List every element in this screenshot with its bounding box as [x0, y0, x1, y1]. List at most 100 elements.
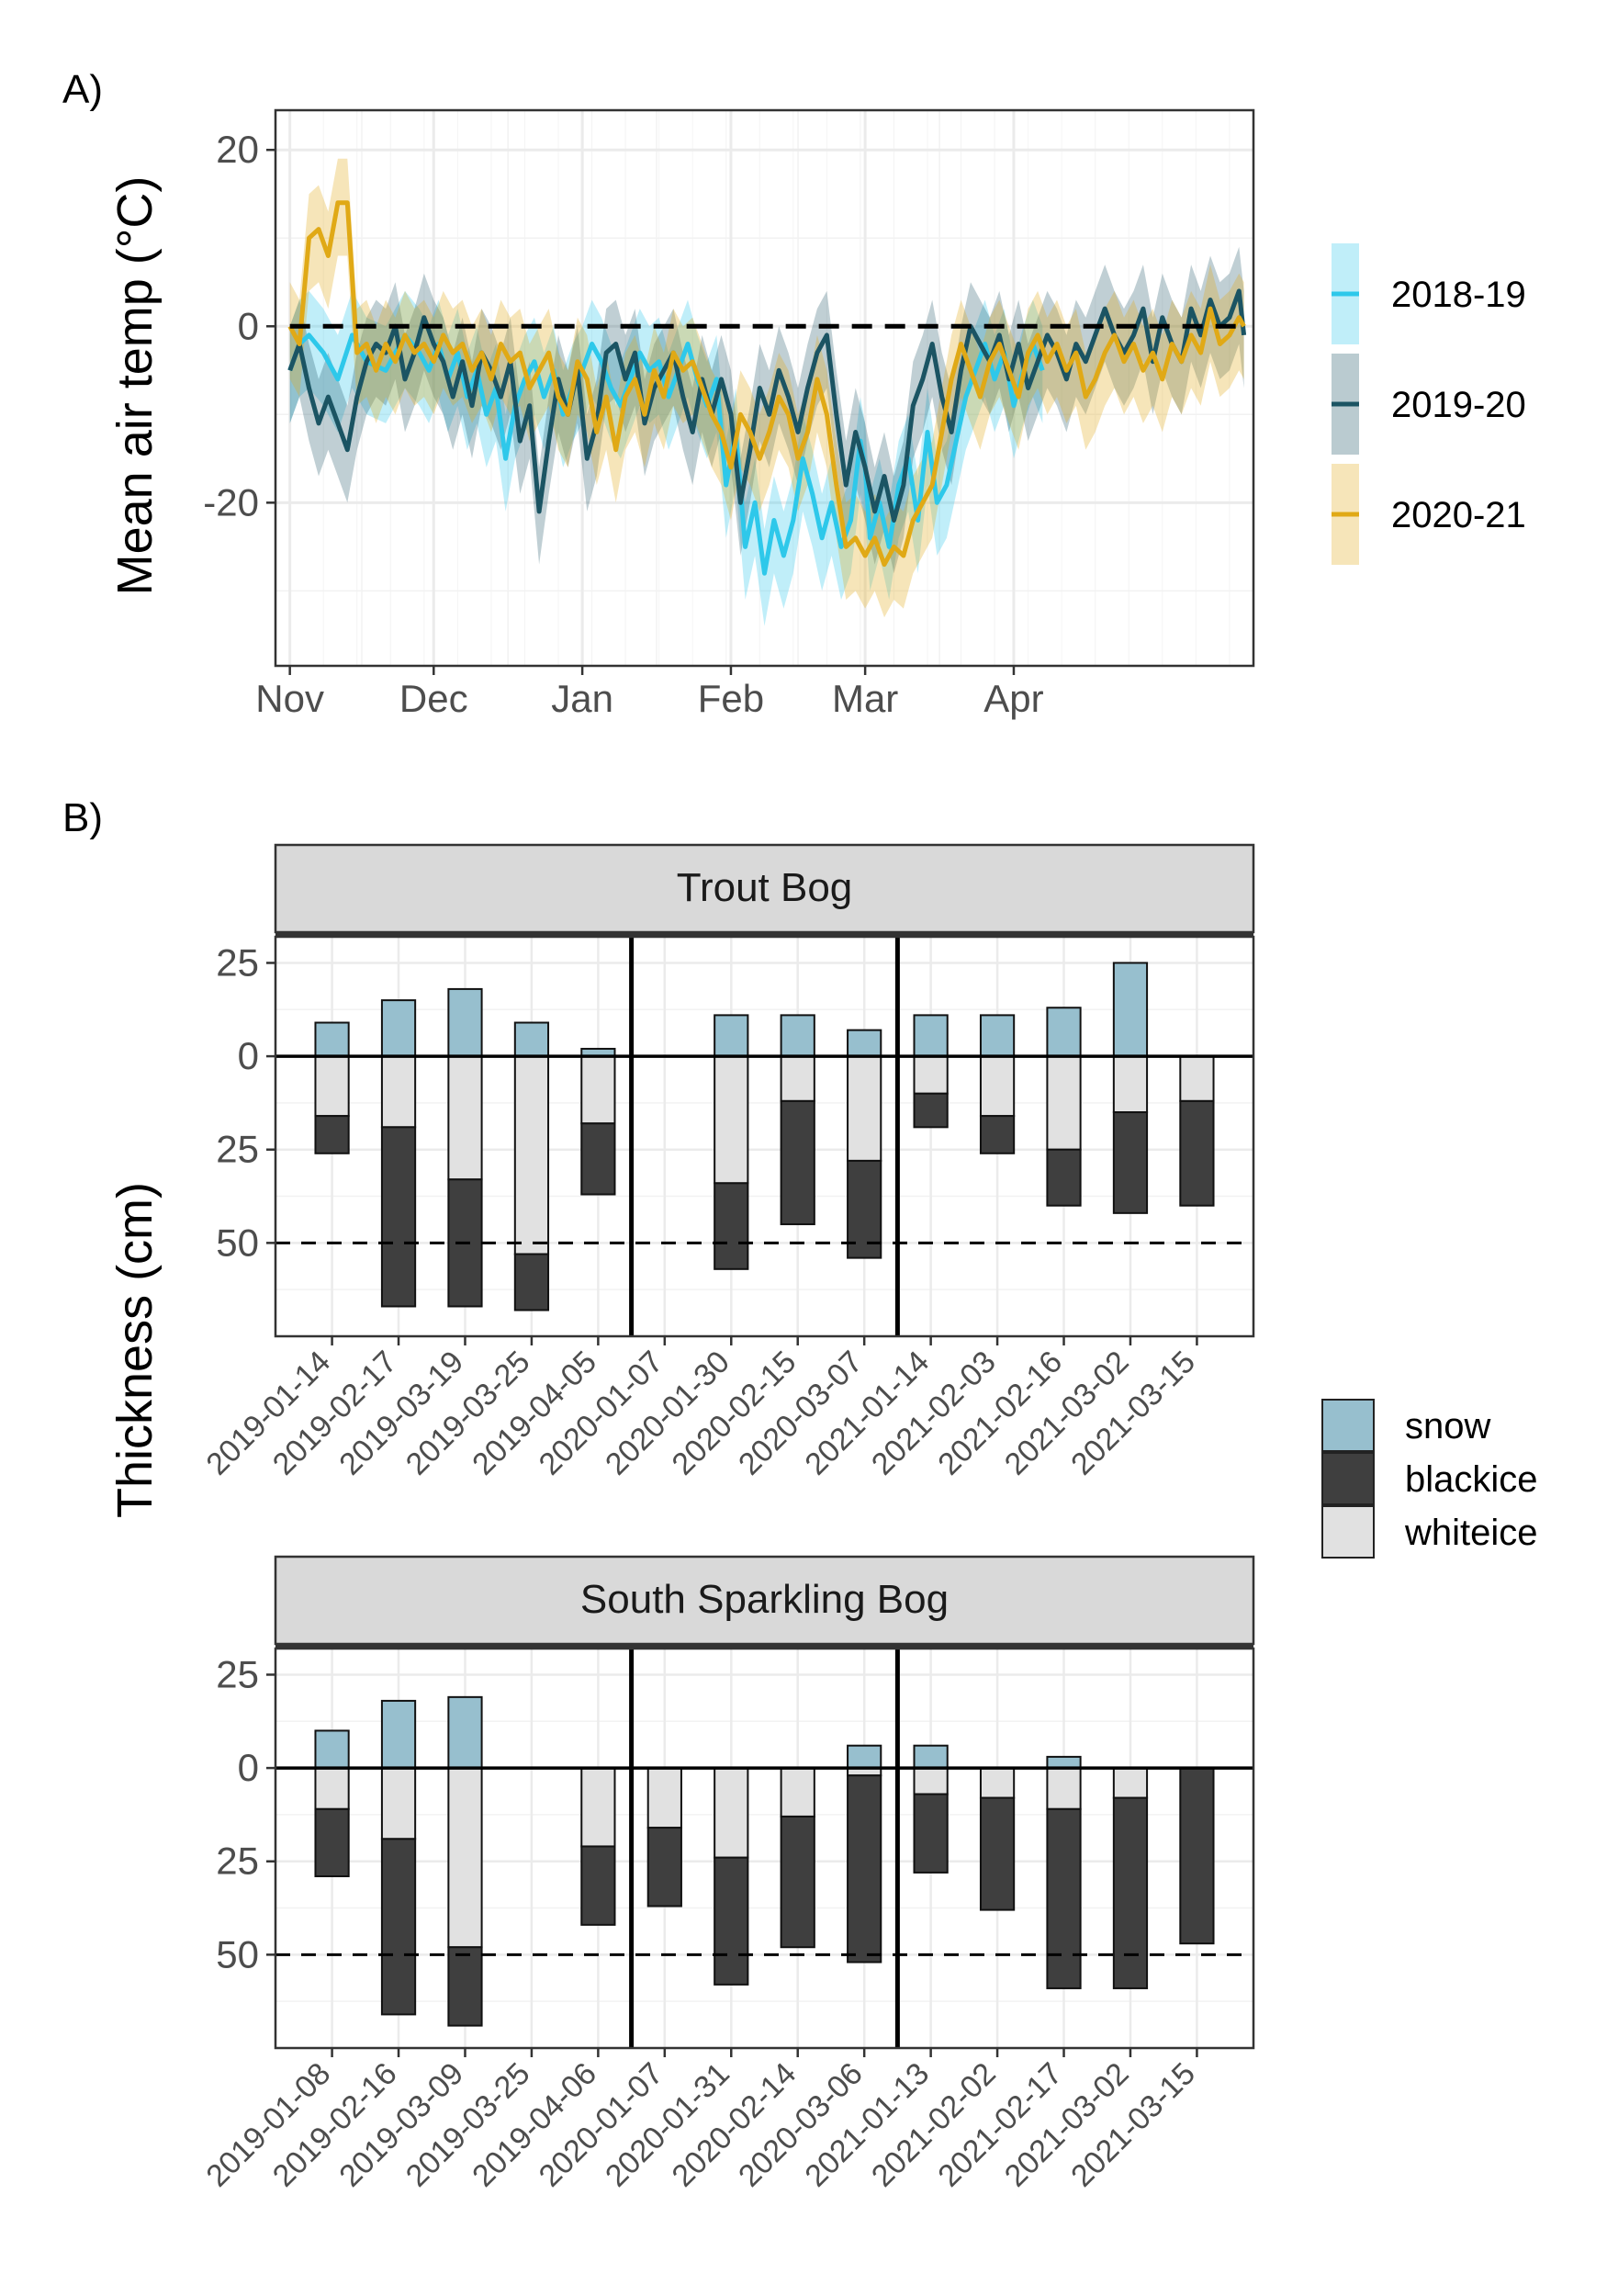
bar-blackice — [1179, 1099, 1215, 1207]
series-line-2020-21 — [287, 200, 1246, 568]
bar-snow — [447, 987, 483, 1058]
bar-blackice — [580, 1122, 616, 1196]
thickness-y-axis-title: Thickness (cm) — [107, 1182, 163, 1518]
bar-blackice — [714, 1856, 749, 1986]
y-tick-label: 0 — [238, 1034, 259, 1077]
y-tick-label: 50 — [216, 1221, 259, 1264]
plot-background — [275, 937, 1253, 1336]
bar-whiteice — [913, 1055, 949, 1095]
bar-whiteice — [979, 1767, 1016, 1799]
bar-snow — [380, 999, 417, 1058]
bar-snow — [380, 1699, 417, 1770]
bar-blackice — [780, 1815, 815, 1949]
bar-blackice — [913, 1793, 949, 1874]
facet-south-sparkling-bog: South Sparkling Bog25025502019-01-082019… — [199, 1555, 1255, 2194]
plot-border — [274, 935, 1255, 1338]
plot-border — [274, 108, 1255, 668]
bar-blackice — [513, 1253, 550, 1311]
bar-whiteice — [580, 1767, 616, 1848]
y-tick-label: 25 — [216, 940, 259, 984]
bar-whiteice — [780, 1055, 815, 1102]
bar-snow — [447, 1695, 483, 1770]
bar-blackice — [447, 1946, 483, 2027]
bar-snow — [314, 1729, 350, 1770]
y-tick-label: 25 — [216, 1840, 259, 1883]
bar-blackice — [1112, 1111, 1149, 1214]
bar-snow — [1046, 1007, 1082, 1058]
bar-whiteice — [447, 1055, 483, 1181]
bar-blackice — [913, 1092, 949, 1129]
bar-blackice — [1046, 1807, 1082, 1989]
facet-strip — [274, 1555, 1255, 1646]
bar-blackice — [1112, 1796, 1149, 1989]
legend-swatch-blackice — [1321, 1452, 1375, 1505]
bar-whiteice — [646, 1767, 682, 1829]
x-tick-label: Mar — [832, 677, 898, 720]
bar-whiteice — [847, 1055, 882, 1162]
bar-blackice — [714, 1182, 749, 1270]
bar-whiteice — [714, 1767, 749, 1859]
facet-title: Trout Bog — [677, 865, 853, 910]
legend-label: snow — [1405, 1406, 1490, 1446]
bar-whiteice — [714, 1055, 749, 1185]
bar-blackice — [380, 1838, 417, 2016]
bar-snow — [979, 1014, 1016, 1058]
bar-blackice — [646, 1827, 682, 1908]
bar-whiteice — [380, 1767, 417, 1840]
bar-whiteice — [1046, 1767, 1082, 1810]
bar-snow — [513, 1021, 550, 1058]
y-tick-label: -20 — [203, 480, 259, 523]
bar-blackice — [580, 1845, 616, 1926]
bar-blackice — [1046, 1148, 1082, 1207]
bar-snow — [913, 1014, 949, 1058]
ice-legend: snow blackice whiteice — [1321, 1399, 1538, 1559]
y-tick-label: 0 — [238, 1746, 259, 1789]
bar-whiteice — [913, 1767, 949, 1795]
x-tick-label: Apr — [983, 677, 1043, 720]
series-line-2019-20 — [287, 288, 1247, 523]
y-tick-label: 25 — [216, 1652, 259, 1695]
bar-whiteice — [513, 1055, 550, 1255]
bar-whiteice — [1112, 1767, 1149, 1799]
y-tick-label: 0 — [238, 304, 259, 347]
facet-strip — [274, 843, 1255, 934]
legend-label: whiteice — [1404, 1513, 1538, 1553]
bar-blackice — [780, 1099, 815, 1226]
temperature-legend: 2018-19 2019-20 2020-21 — [1332, 243, 1526, 565]
bar-blackice — [314, 1807, 350, 1877]
bar-whiteice — [314, 1767, 350, 1810]
bar-whiteice — [1112, 1055, 1149, 1114]
plot-background — [275, 1649, 1253, 2048]
legend-label: 2020-21 — [1391, 495, 1526, 535]
bar-whiteice — [1179, 1055, 1215, 1102]
bar-snow — [847, 1029, 882, 1058]
bar-snow — [1046, 1755, 1082, 1770]
y-tick-label: 20 — [216, 128, 259, 171]
bar-snow — [714, 1014, 749, 1058]
bar-whiteice — [1046, 1055, 1082, 1151]
bar-snow — [780, 1014, 815, 1058]
legend-label: blackice — [1405, 1459, 1538, 1500]
bar-whiteice — [580, 1055, 616, 1125]
bar-snow — [314, 1021, 350, 1058]
bar-blackice — [847, 1774, 882, 1964]
facet-title: South Sparkling Bog — [580, 1577, 949, 1622]
bar-blackice — [1179, 1767, 1215, 1945]
plot-border — [274, 1647, 1255, 2050]
panel-a-label: A) — [62, 67, 103, 112]
y-tick-label: 25 — [216, 1128, 259, 1171]
bar-snow — [1112, 962, 1149, 1058]
x-tick-label: Feb — [698, 677, 764, 720]
temp-y-axis-title: Mean air temp (°C) — [107, 176, 163, 596]
bar-snow — [847, 1744, 882, 1770]
y-tick-label: 50 — [216, 1932, 259, 1975]
legend-label: 2019-20 — [1391, 385, 1526, 425]
x-tick-label: Dec — [399, 677, 468, 720]
legend-label: 2018-19 — [1391, 275, 1526, 315]
legend-swatch-snow — [1321, 1399, 1375, 1452]
panel-b-label: B) — [62, 795, 103, 840]
bar-blackice — [979, 1115, 1016, 1154]
bar-blackice — [979, 1796, 1016, 1911]
bar-blackice — [380, 1126, 417, 1308]
